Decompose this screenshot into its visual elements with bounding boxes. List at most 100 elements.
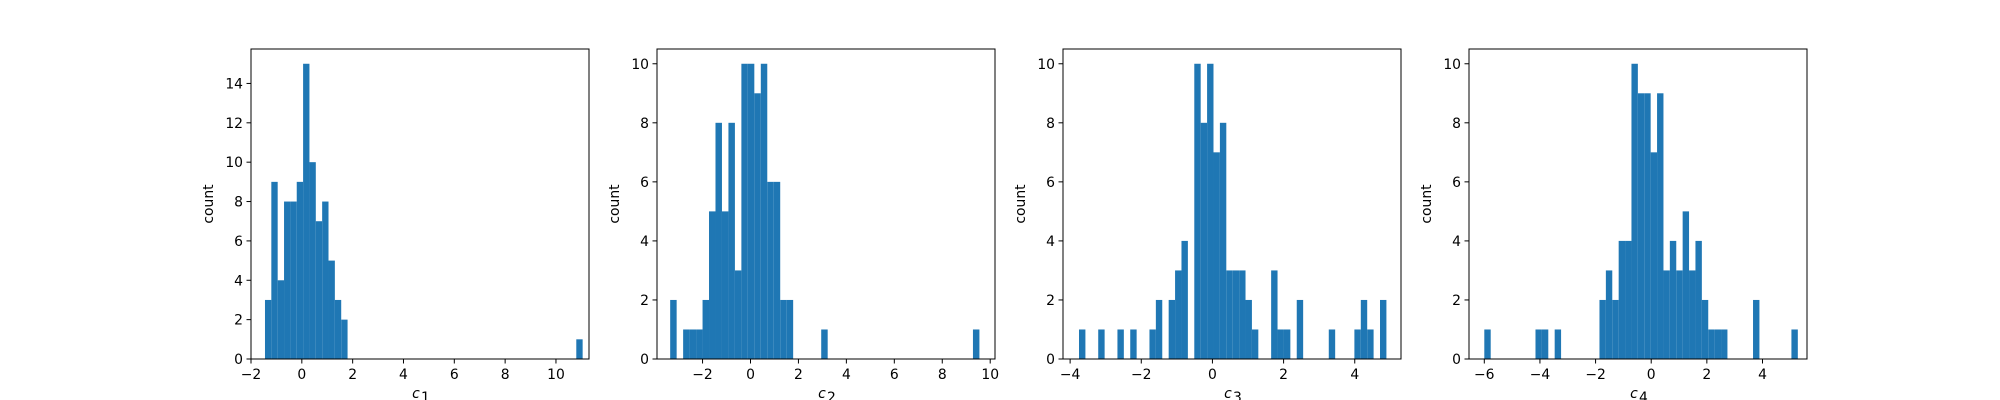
histogram-bar [1098,329,1105,359]
y-tick-label: 2 [1046,293,1055,309]
x-axis-label-subscript: 3 [1233,390,1242,400]
histogram-bar [576,339,583,359]
histogram-bar [334,299,342,359]
x-tick-label: 2 [348,367,357,383]
x-tick-label: 0 [297,367,306,383]
histogram-bar [1367,329,1374,359]
x-tick-label: 8 [938,367,947,383]
x-tick-label: 6 [890,367,899,383]
x-tick-label: −2 [1585,367,1605,383]
histogram-bar [290,201,297,359]
y-tick-label: 4 [234,273,243,289]
histogram-panel-3: −4 −2 0 2 4 0 2 4 6 8 10 c 3 count [1013,48,1402,400]
y-tick-label: 2 [1452,293,1461,309]
histogram-bar [1644,93,1651,359]
histogram-bar [1484,329,1491,359]
histogram-bar [1149,329,1156,359]
y-tick-label: 14 [225,76,243,92]
histogram-bar [1701,299,1709,359]
y-tick-label: 0 [1452,352,1461,368]
histogram-bar [1207,63,1214,359]
histogram-bar [1721,329,1728,359]
histogram-bar [264,299,272,359]
y-tick-label: 8 [1046,116,1055,132]
y-tick-label: 2 [640,293,649,309]
histogram-bar [786,299,794,359]
y-tick-label: 10 [631,57,649,73]
histogram-bar [322,201,329,359]
histogram-bar [670,299,677,359]
x-tick-label: 6 [450,367,459,383]
histogram-bar [1175,270,1182,359]
y-tick-label: 0 [640,352,649,368]
histogram-bar [1380,299,1387,359]
y-axis-label: count [1419,184,1435,224]
y-axis-label: count [607,184,623,224]
histogram-bar [1753,299,1760,359]
y-tick-label: 6 [640,175,649,191]
x-tick-label: 2 [1702,367,1711,383]
y-tick-label: 12 [225,116,243,132]
y-tick-label: 8 [640,116,649,132]
x-tick-label: 10 [547,367,565,383]
histogram-bar [1682,211,1690,359]
histogram-bar [780,299,787,359]
x-tick-label: 4 [1758,367,1767,383]
histogram-bar [1663,270,1670,359]
histogram-bar [303,63,310,359]
x-tick-label: 2 [1279,367,1288,383]
histogram-bar [1117,329,1124,359]
histogram-bar [1657,93,1664,359]
histogram-bar [1714,329,1722,359]
histogram-bar [1328,329,1336,359]
histogram-bar [1239,270,1246,359]
histogram-bar [760,63,768,359]
histogram-bar [689,329,697,359]
histogram-bar [309,162,316,359]
histogram-bar [1079,329,1086,359]
axes-frame [656,48,996,360]
y-tick-label: 10 [1037,57,1055,73]
histogram-bar [1708,329,1715,359]
x-axis-label-subscript: 4 [1639,390,1648,400]
histogram-bar [1637,93,1645,359]
histogram-bar [1618,240,1626,359]
histogram-bar [1181,240,1188,359]
histogram-bar [1194,63,1201,359]
histogram-bar [1669,240,1677,359]
histogram-bar [1200,122,1208,359]
histogram-bar [1130,329,1137,359]
histogram-bar [1631,63,1638,359]
histogram-bar [702,299,710,359]
y-tick-label: 0 [1046,352,1055,368]
histogram-bar [1251,329,1259,359]
x-tick-label: 4 [399,367,408,383]
y-tick-label: 4 [1046,234,1055,250]
histogram-bar [721,211,729,359]
x-tick-label: 8 [501,367,510,383]
histogram-bar [271,181,278,359]
histogram-bar [284,201,291,359]
y-tick-label: 8 [1452,116,1461,132]
histogram-bar [1541,329,1549,359]
y-axis-label: count [1013,184,1029,224]
histogram-bar [1277,329,1284,359]
x-axis-label: c [1224,386,1232,400]
x-tick-label: 10 [981,367,999,383]
histogram-bar [1676,270,1683,359]
histogram-bar [734,270,742,359]
x-tick-label: 2 [794,367,803,383]
histogram-bar [1599,299,1606,359]
histogram-bar [1168,299,1176,359]
x-tick-label: −2 [241,367,261,383]
axes-frame [1468,48,1808,360]
x-tick-label: 0 [746,367,755,383]
y-tick-label: 10 [1443,57,1461,73]
histogram-bar [1360,299,1368,359]
histogram-bar [296,181,304,359]
histogram-bar [754,93,761,359]
histogram-bar [696,329,703,359]
histogram-bar [1625,240,1632,359]
histogram-bar [1219,122,1227,359]
